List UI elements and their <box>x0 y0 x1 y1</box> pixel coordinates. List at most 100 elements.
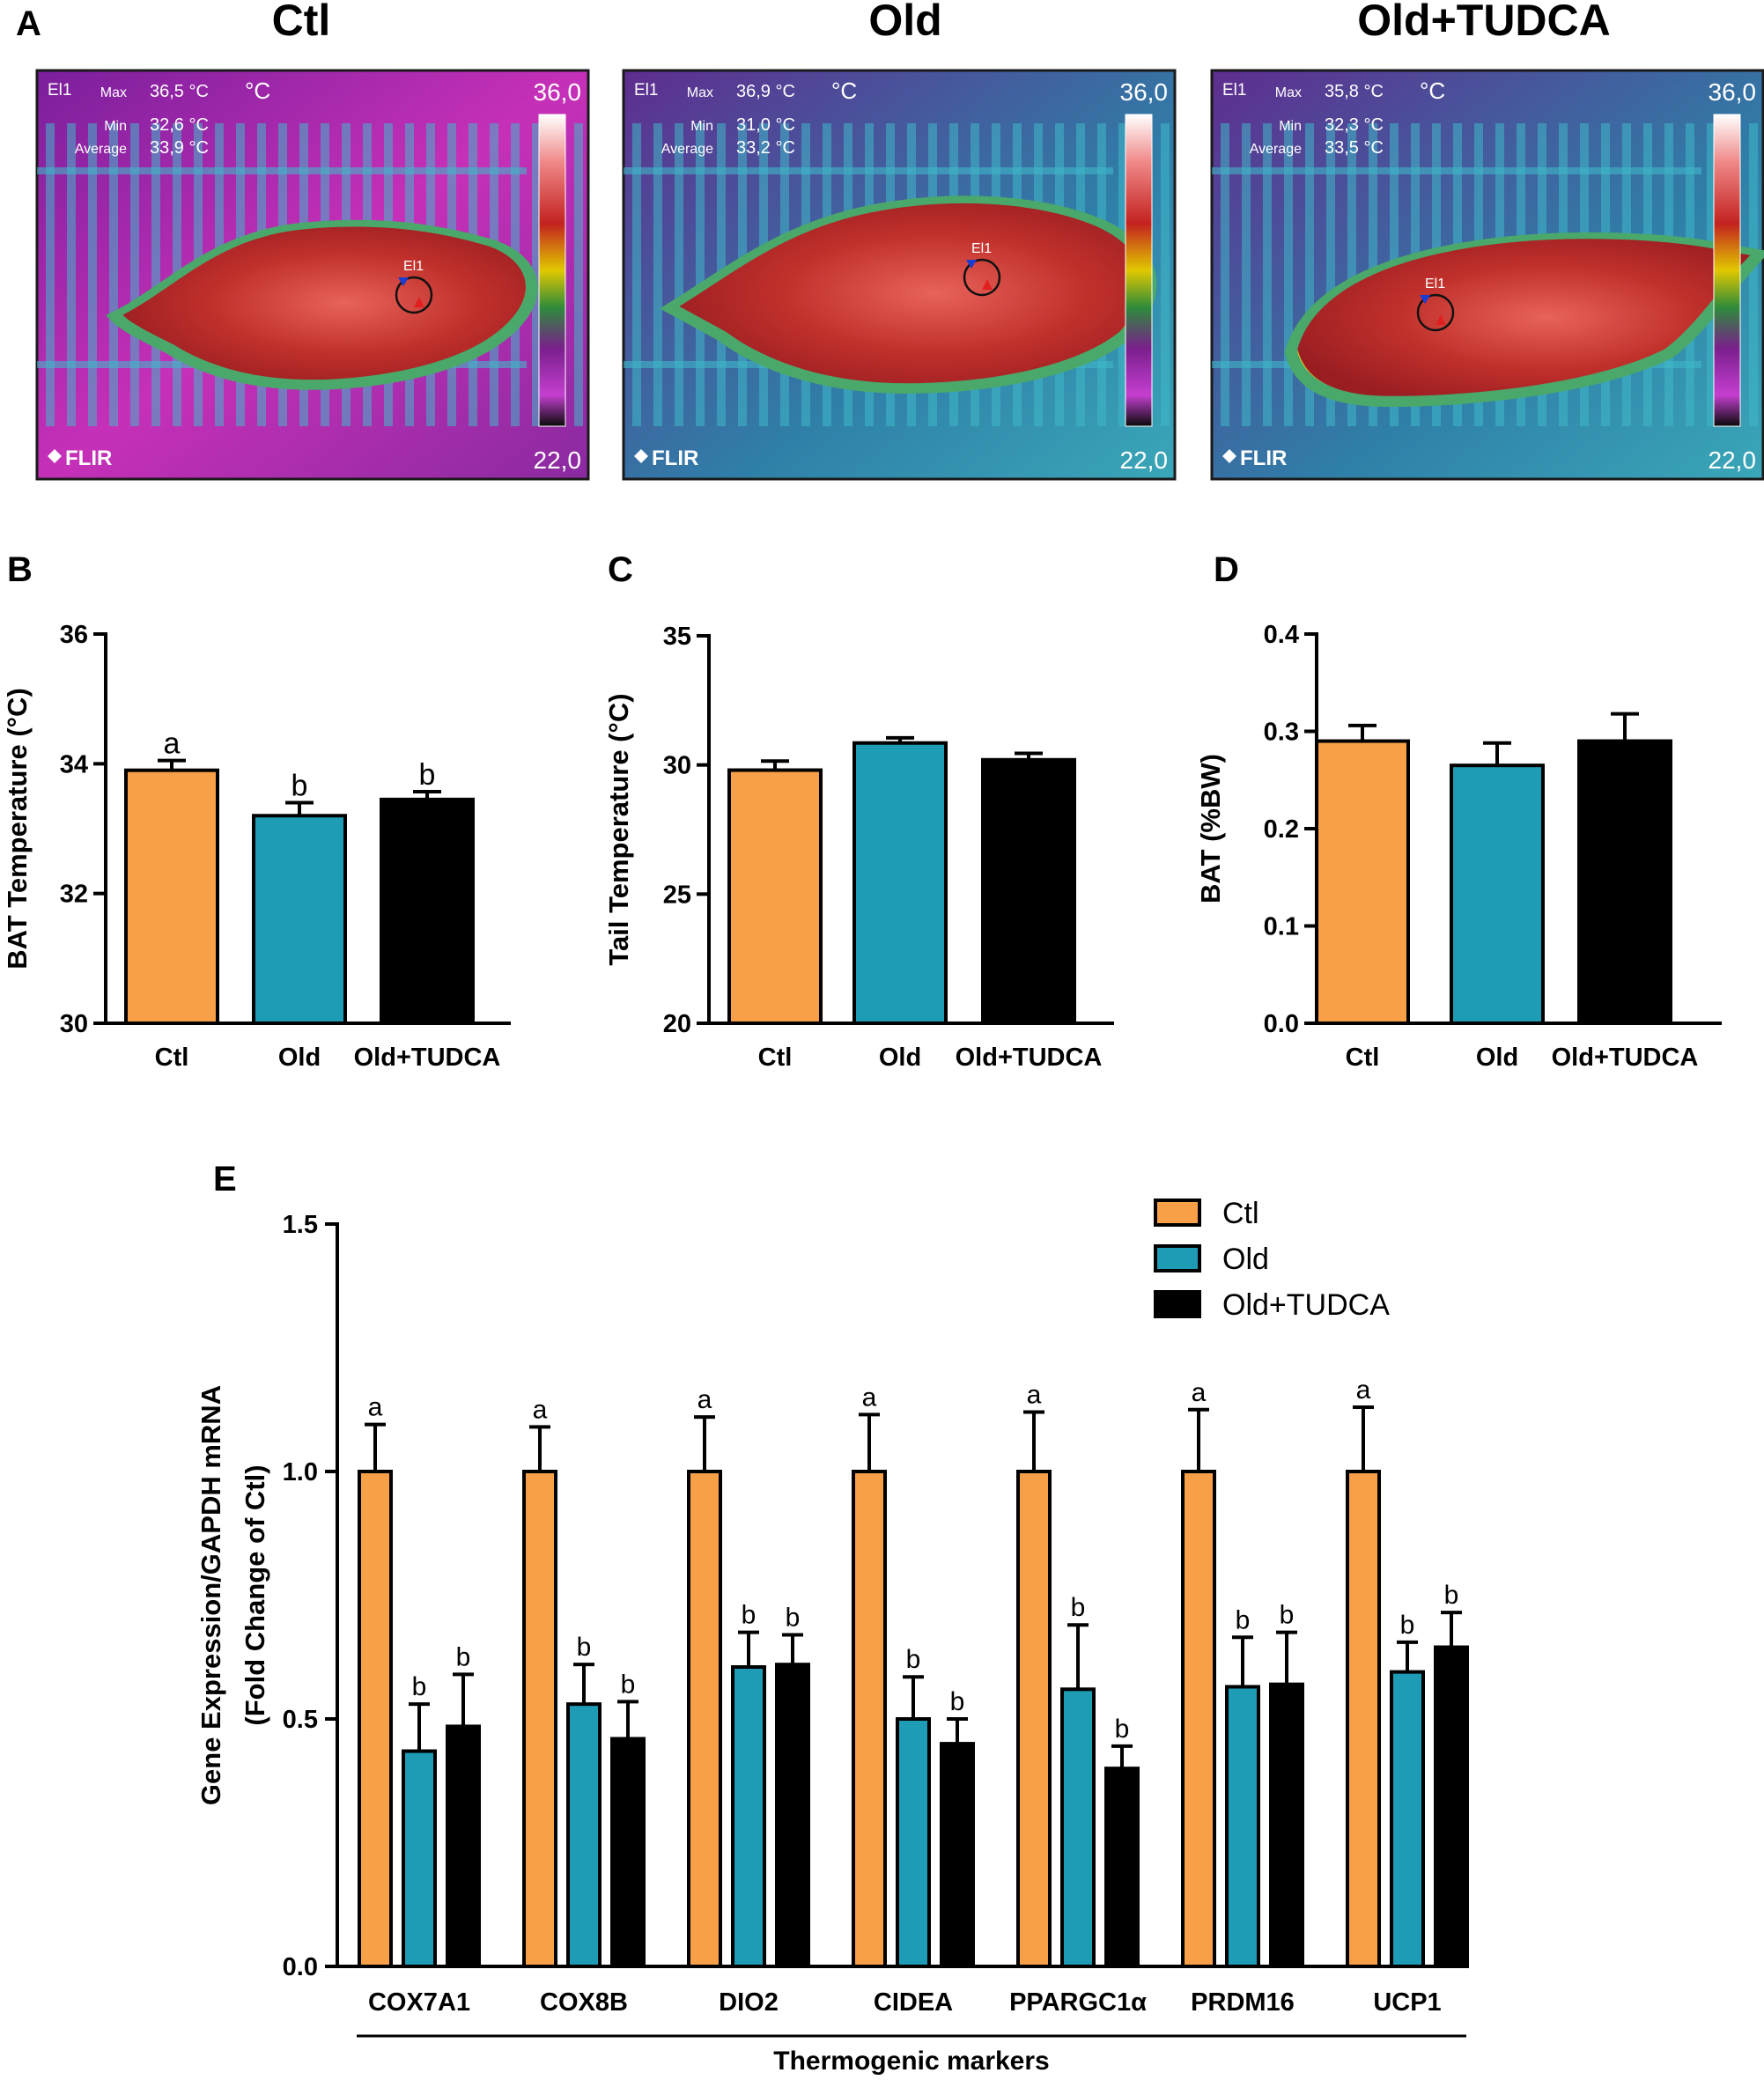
bar-cidea-old-tudca <box>940 1742 975 1968</box>
panel-label-e: E <box>213 1160 237 1199</box>
thermal-images: Ctl El1 El1 Max 36,5 °C Min 32,6 °C Average 33,9… <box>35 0 1764 481</box>
x-tick-label: Old <box>278 1044 321 1072</box>
significance-letter: a <box>1027 1381 1042 1410</box>
thermal-title: Old <box>868 0 941 45</box>
x-tick-label: CIDEA <box>874 1988 953 2017</box>
bar-cox8b-old <box>566 1702 602 1968</box>
readout-avg-label: Average <box>1250 142 1302 157</box>
cage-rail <box>37 167 527 174</box>
significance-letter: b <box>419 758 436 792</box>
bar-old <box>1450 763 1545 1025</box>
mouse-body <box>1297 239 1751 396</box>
readout-unit: °C <box>1420 77 1445 104</box>
min-marker-icon <box>398 277 409 286</box>
x-tick-label: Old+TUDCA <box>1552 1044 1699 1072</box>
spot-label: El1 <box>1425 277 1445 291</box>
max-marker-icon <box>1436 314 1446 325</box>
legend-swatch <box>1154 1199 1201 1227</box>
readout-avg: 33,2 °C <box>736 138 795 158</box>
y-tick-label: 1.5 <box>283 1211 318 1239</box>
flir-logo-icon <box>1222 449 1236 463</box>
bar-prdm16-old-tudca <box>1269 1682 1304 1969</box>
x-tick-label: Old <box>1476 1044 1518 1072</box>
significance-letter: b <box>1444 1581 1459 1610</box>
significance-letter: a <box>533 1395 548 1424</box>
cage-bar <box>46 123 55 426</box>
readout-min-label: Min <box>1279 119 1302 134</box>
cage-bar <box>1284 123 1293 426</box>
y-tick-label: 30 <box>663 752 691 780</box>
readout-el: El1 <box>634 81 658 100</box>
scale-high: 36,0 <box>1120 78 1169 106</box>
significance-letter: b <box>950 1687 965 1716</box>
thermal-image-2: Old El1 El1 Max 36,9 °C Min 31,0 °C Average 33,2… <box>622 0 1177 481</box>
x-tick-label: PRDM16 <box>1191 1988 1295 2017</box>
bar-cox7a1-old-tudca <box>446 1724 481 1969</box>
thermal-title: Ctl <box>272 0 331 45</box>
chart-bat-bw: 0.0 0.1 0.2 0.3 0.4 BAT (%BW) Ctl Old Old+TUDCA <box>1195 621 1722 1072</box>
cage-bar <box>1749 123 1758 426</box>
y-tick-label: 0.3 <box>1264 719 1299 747</box>
y-tick-label: 32 <box>60 881 88 909</box>
bar-dio2-old-tudca <box>775 1663 810 1969</box>
y-tick-label: 0.0 <box>1264 1010 1299 1038</box>
significance-letter: b <box>1071 1593 1086 1622</box>
readout-max: 36,5 °C <box>150 82 209 101</box>
y-tick-label: 25 <box>663 881 691 909</box>
cage-bar <box>151 123 160 426</box>
panel-label-c: C <box>608 550 633 589</box>
bar-dio2-ctl <box>687 1470 722 1968</box>
bar-old-tudca <box>1577 739 1672 1025</box>
thermal-title: Old+TUDCA <box>1357 0 1611 45</box>
significance-letter: a <box>368 1393 383 1422</box>
mouse-body <box>679 203 1144 384</box>
x-tick-label: Old+TUDCA <box>354 1044 501 1072</box>
x-tick-label: COX7A1 <box>368 1988 470 2017</box>
readout-unit: °C <box>245 77 270 104</box>
scale-high: 36,0 <box>534 78 582 106</box>
y-tick-label: 0.0 <box>283 1953 318 1981</box>
flir-logo: FLIR <box>1240 446 1287 470</box>
panel-label-d: D <box>1214 550 1239 589</box>
bar-ucp1-old <box>1390 1670 1425 1968</box>
cage-bar <box>675 123 683 426</box>
significance-letter: a <box>862 1383 877 1412</box>
bar-prdm16-ctl <box>1181 1470 1216 1968</box>
cage-bar <box>696 123 705 426</box>
panel-label-b: B <box>7 550 33 589</box>
scale-low: 22,0 <box>1709 446 1757 474</box>
spot-label: El1 <box>403 259 424 274</box>
readout-max-label: Max <box>1275 85 1302 100</box>
readout-max-label: Max <box>100 85 127 100</box>
bar-cox7a1-old <box>402 1749 437 1969</box>
mouse-thermal <box>106 219 538 390</box>
legend-label: Old <box>1222 1243 1269 1276</box>
y-tick-label: 30 <box>60 1010 88 1038</box>
y-tick-label: 36 <box>60 621 88 649</box>
readout-max: 36,9 °C <box>736 82 795 101</box>
significance-letter: b <box>786 1603 801 1632</box>
bar-cox8b-ctl <box>522 1470 557 1968</box>
cage-bar <box>1347 123 1356 426</box>
bar-ppargc1-old <box>1060 1687 1096 1969</box>
bar-ppargc1-old-tudca <box>1104 1767 1140 1968</box>
flir-logo: FLIR <box>652 446 698 470</box>
scale-low: 22,0 <box>1120 446 1169 474</box>
significance-letter: b <box>742 1601 757 1630</box>
panel-label-a: A <box>16 4 41 43</box>
bar-ctl <box>124 768 219 1025</box>
y-tick-label: 35 <box>663 623 691 651</box>
significance-letter: b <box>1400 1611 1415 1640</box>
x-tick-label: DIO2 <box>719 1988 779 2017</box>
temperature-scale-bar <box>1713 114 1741 427</box>
y-tick-label: 0.2 <box>1264 815 1299 844</box>
max-marker-icon <box>414 297 424 307</box>
significance-letter: b <box>456 1642 471 1671</box>
chart-bat-temperature: 30 32 34 36 BAT Temperature (°C) a Ctl b Old b Old… <box>2 621 511 1072</box>
y-tick-label: 34 <box>60 750 88 778</box>
significance-letter: a <box>164 727 181 761</box>
readout-max: 35,8 °C <box>1325 82 1384 101</box>
bar-ctl <box>727 768 823 1025</box>
x-tick-label: Ctl <box>155 1044 189 1072</box>
y-axis-label-line1: Gene Expression/GAPDH mRNA <box>196 1385 226 1805</box>
